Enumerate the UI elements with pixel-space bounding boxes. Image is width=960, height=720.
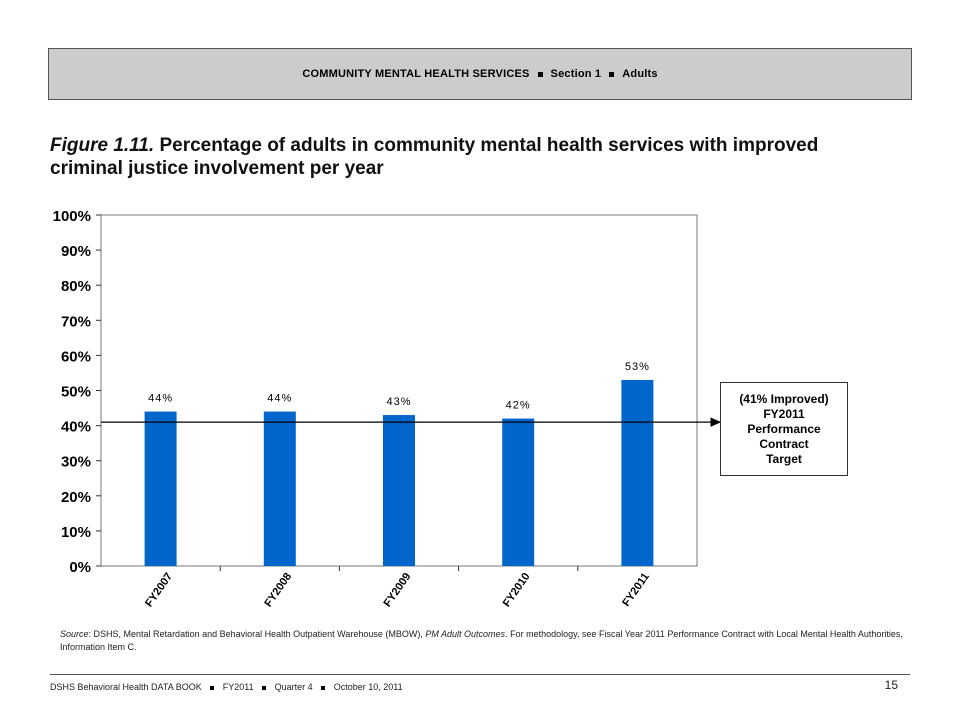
source-text: : DSHS, Mental Retardation and Behaviora… (88, 629, 426, 639)
y-tick-label: 90% (61, 243, 91, 260)
y-tick-label: 80% (61, 278, 91, 295)
footer-quarter: Quarter 4 (274, 682, 313, 692)
x-tick-label: FY2011 (620, 571, 652, 609)
section-header: COMMUNITY MENTAL HEALTH SERVICES Section… (48, 48, 912, 100)
square-bullet-icon (537, 71, 543, 77)
figure-title-text: Percentage of adults in community mental… (50, 135, 819, 179)
source-italic: PM Adult Outcomes (425, 629, 506, 639)
y-tick-label: 50% (61, 384, 91, 401)
x-tick-label: FY2010 (501, 571, 533, 609)
page-number: 15 (884, 678, 898, 692)
data-label: 43% (386, 396, 411, 408)
data-label: 44% (148, 393, 173, 405)
y-tick-label: 40% (61, 419, 91, 436)
footer-divider (50, 674, 910, 675)
y-tick-label: 0% (69, 559, 91, 576)
y-tick-label: 20% (61, 489, 91, 506)
footer-book: DSHS Behavioral Health DATA BOOK (50, 682, 202, 692)
source-text-2: . For methodology, see Fiscal Year 2011 … (60, 629, 903, 652)
y-tick-label: 10% (61, 524, 91, 541)
y-tick-label: 30% (61, 454, 91, 471)
x-tick-label: FY2007 (143, 571, 175, 609)
header-section: Section 1 (550, 68, 602, 80)
square-bullet-icon (210, 685, 215, 690)
square-bullet-icon (262, 685, 267, 690)
figure-label: Figure 1.11. (50, 135, 155, 156)
header-audience: Adults (622, 68, 658, 80)
footer: DSHS Behavioral Health DATA BOOK FY2011 … (50, 682, 403, 692)
source-label: Source (60, 629, 89, 639)
data-label: 42% (506, 400, 531, 412)
data-label: 44% (267, 393, 292, 405)
square-bullet-icon (609, 71, 615, 77)
footer-date: October 10, 2011 (333, 682, 403, 692)
target-callout: (41% Improved) FY2011 Performance Contra… (720, 382, 848, 476)
target-label-line: Target (766, 451, 802, 466)
bar (263, 411, 296, 566)
square-bullet-icon (321, 685, 326, 690)
data-label: 53% (625, 361, 650, 373)
bar (621, 379, 654, 566)
target-label-line: Performance (747, 421, 821, 436)
bar (144, 411, 177, 566)
x-tick-label: FY2008 (262, 571, 294, 609)
target-label-line: FY2011 (763, 406, 805, 421)
x-tick-label: FY2009 (382, 571, 414, 609)
figure-title: Figure 1.11. Percentage of adults in com… (50, 134, 890, 180)
bar (502, 418, 535, 566)
y-tick-label: 100% (53, 208, 91, 225)
target-label-line: Contract (759, 436, 809, 451)
footer-year: FY2011 (222, 682, 254, 692)
bar (383, 415, 415, 566)
source-note: Source: DSHS, Mental Retardation and Beh… (60, 628, 910, 654)
target-label-line: (41% Improved) (739, 391, 829, 406)
y-tick-label: 70% (61, 313, 91, 330)
header-title: COMMUNITY MENTAL HEALTH SERVICES (302, 68, 530, 80)
y-tick-label: 60% (61, 348, 91, 365)
